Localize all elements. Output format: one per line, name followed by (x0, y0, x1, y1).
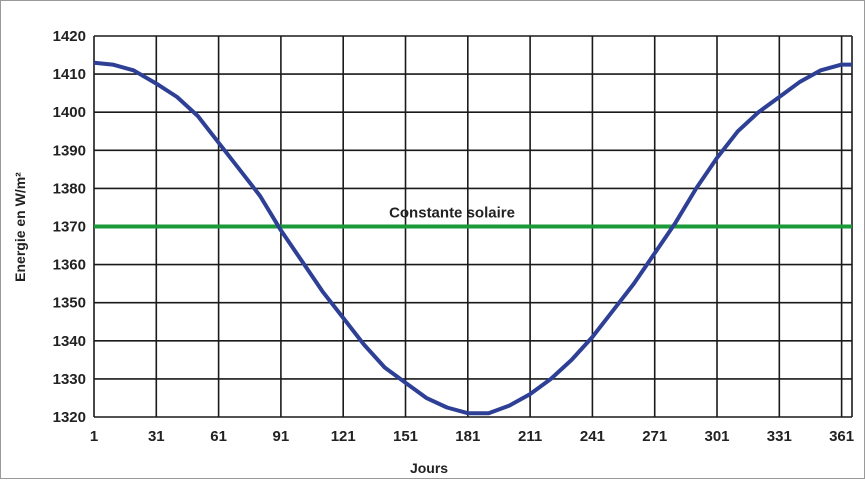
y-tick-label: 1330 (53, 371, 86, 388)
x-tick-label: 361 (829, 428, 854, 445)
x-tick-label: 211 (518, 428, 542, 445)
y-tick-label: 1320 (53, 409, 86, 426)
x-tick-label: 301 (704, 428, 729, 445)
x-tick-label: 31 (148, 428, 165, 445)
solar-constant-label: Constante solaire (389, 205, 515, 222)
y-tick-label: 1340 (53, 333, 86, 350)
x-tick-label: 1 (90, 428, 98, 445)
x-tick-label: 121 (331, 428, 356, 445)
x-tick-label: 61 (210, 428, 227, 445)
y-tick-label: 1420 (53, 28, 86, 45)
x-tick-labels: 1 31 61 91 121 151 181 211 241 271 301 331 361 (90, 428, 854, 445)
x-tick-label: 151 (393, 428, 418, 445)
x-axis-title: Jours (410, 460, 448, 476)
y-axis-title: Energie en W/m² (12, 172, 28, 282)
y-tick-label: 1400 (53, 104, 86, 121)
y-tick-label: 1350 (53, 295, 86, 312)
y-tick-label: 1380 (53, 180, 86, 197)
y-tick-label: 1370 (53, 219, 86, 236)
x-tick-label: 181 (455, 428, 480, 445)
y-tick-labels: 1320 1330 1340 1350 1360 1370 1380 1390 1400 1410… (53, 28, 86, 426)
x-tick-label: 91 (273, 428, 290, 445)
x-tick-label: 331 (767, 428, 792, 445)
y-tick-label: 1390 (53, 142, 86, 159)
y-tick-label: 1360 (53, 257, 86, 274)
y-tick-label: 1410 (53, 66, 86, 83)
x-tick-label: 241 (580, 428, 605, 445)
series-line (93, 60, 852, 416)
x-tick-label: 271 (642, 428, 667, 445)
